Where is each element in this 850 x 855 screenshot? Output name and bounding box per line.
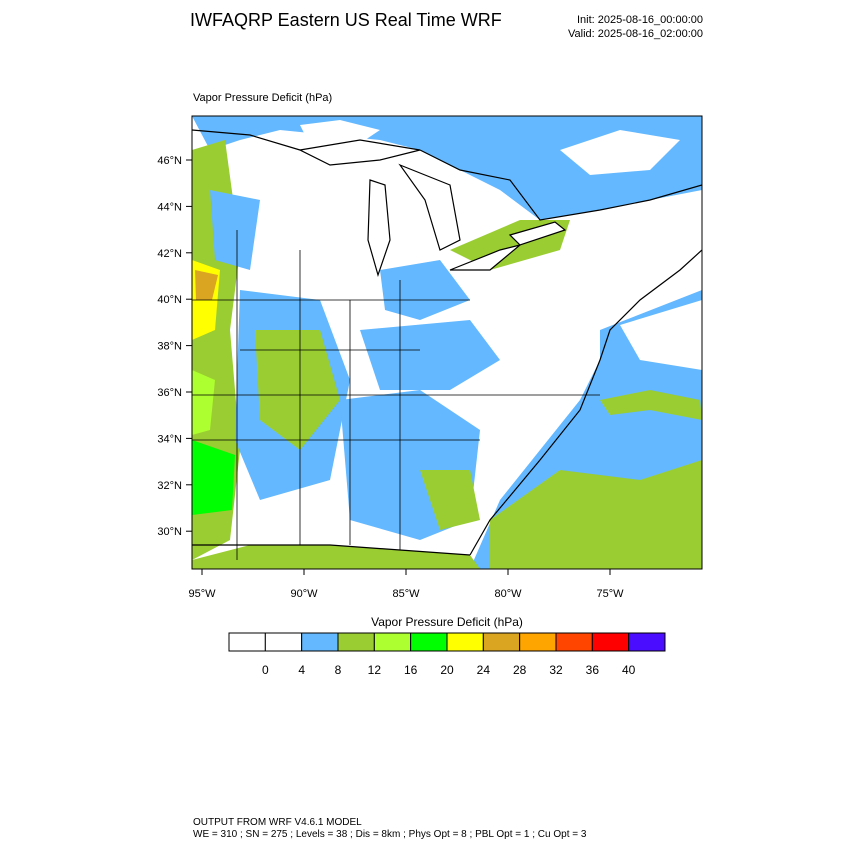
colorbar-box (482, 632, 521, 652)
footer-line: OUTPUT FROM WRF V4.6.1 MODEL (193, 817, 362, 828)
lon-labels: 95°W 90°W 85°W 80°W 75°W (188, 569, 624, 600)
colorbar-label: 36 (586, 663, 600, 677)
lat-label: 36°N (157, 387, 182, 399)
lat-label: 44°N (157, 201, 182, 213)
lon-label: 90°W (290, 588, 318, 600)
colorbar-box (228, 632, 266, 652)
colorbar-title: Vapor Pressure Deficit (hPa) (371, 615, 523, 629)
lon-label: 95°W (188, 588, 216, 600)
colorbar-label: 24 (477, 663, 491, 677)
lat-label: 32°N (157, 480, 182, 492)
footer-line: WE = 310 ; SN = 275 ; Levels = 38 ; Dis … (193, 829, 587, 840)
title: IWFAQRP Eastern US Real Time WRF (190, 10, 502, 30)
lon-label: 85°W (392, 588, 420, 600)
colorbar-box (591, 632, 630, 652)
colorbar-label: 20 (440, 663, 454, 677)
colorbar-box (519, 632, 557, 652)
colorbar-label: 8 (335, 663, 342, 677)
colorbar-label: 32 (549, 663, 563, 677)
colorbar-box (301, 632, 339, 652)
colorbar-label: 0 (262, 663, 269, 677)
lat-label: 30°N (157, 526, 182, 538)
colorbar-label: 4 (298, 663, 305, 677)
colorbar-box (337, 632, 375, 652)
colorbar-label: 40 (622, 663, 636, 677)
colorbar-box (264, 632, 303, 652)
lat-label: 46°N (157, 155, 182, 167)
lat-label: 42°N (157, 248, 182, 260)
colorbar-box (373, 632, 412, 652)
colorbar-box (446, 632, 484, 652)
colorbar-box (628, 632, 666, 652)
colorbar-box (555, 632, 593, 652)
valid-time: Valid: 2025-08-16_02:00:00 (568, 28, 703, 40)
lon-label: 80°W (494, 588, 522, 600)
init-time: Init: 2025-08-16_00:00:00 (577, 14, 703, 26)
map-label: Vapor Pressure Deficit (hPa) (193, 92, 332, 104)
map (192, 116, 702, 569)
map-frame (191, 115, 703, 570)
lat-label: 40°N (157, 294, 182, 306)
lat-label: 34°N (157, 433, 182, 445)
colorbar-label: 12 (368, 663, 382, 677)
colorbar-label: 28 (513, 663, 527, 677)
colorbar: 0 4 8 12 16 20 24 28 32 36 40 (228, 632, 666, 677)
lon-label: 75°W (596, 588, 624, 600)
colorbar-box (410, 632, 448, 652)
lat-label: 38°N (157, 341, 182, 353)
lat-labels: 46°N 44°N 42°N 40°N 38°N 36°N 34°N 32°N 30°N (157, 155, 192, 538)
colorbar-label: 16 (404, 663, 418, 677)
